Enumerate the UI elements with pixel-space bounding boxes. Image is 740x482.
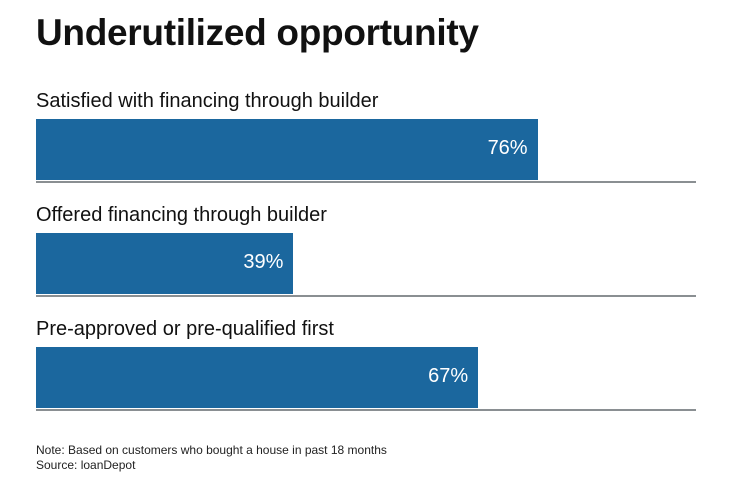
baseline (36, 181, 696, 183)
bar-row: Pre-approved or pre-qualified first 67% (36, 318, 696, 432)
chart-title: Underutilized opportunity (36, 12, 479, 53)
category-label: Pre-approved or pre-qualified first (36, 318, 334, 340)
category-label: Satisfied with financing through builder (36, 90, 379, 112)
bar-row: Offered financing through builder 39% (36, 204, 696, 318)
bar-row: Satisfied with financing through builder… (36, 90, 696, 204)
bar: 67% (36, 347, 479, 408)
baseline (36, 295, 696, 297)
data-label: 67% (428, 365, 469, 387)
data-label: 76% (487, 137, 528, 159)
footnote: Note: Based on customers who bought a ho… (36, 443, 387, 457)
data-label: 39% (243, 251, 284, 273)
bar: 76% (36, 119, 538, 180)
category-label: Offered financing through builder (36, 204, 327, 226)
source: Source: loanDepot (36, 458, 136, 472)
bar: 39% (36, 233, 294, 294)
baseline (36, 409, 696, 411)
